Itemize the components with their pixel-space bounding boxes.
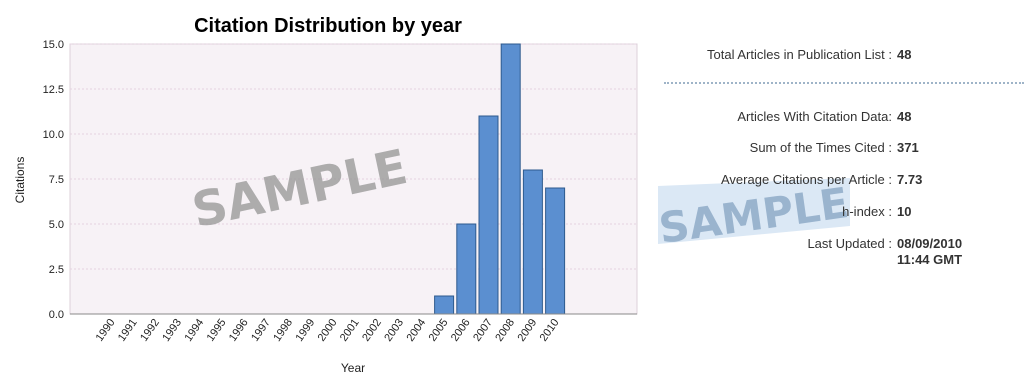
y-tick-label: 0.0 [49,309,64,321]
last-updated-time: 11:44 GMT [897,252,963,267]
bar-2008 [500,43,521,315]
x-tick-label: 1999 [293,317,317,344]
x-tick-label: 2008 [493,317,517,344]
x-tick-label: 1995 [205,317,229,344]
x-tick-label: 2001 [338,317,362,344]
x-tick-label: 2010 [538,317,562,344]
x-tick-label: 1992 [138,317,162,344]
x-tick-label: 2009 [515,317,539,344]
y-tick-label: 5.0 [49,219,64,231]
last-updated-label: Last Updated : [807,236,892,251]
last-updated-date: 08/09/2010 [897,236,963,251]
x-tick-label: 2000 [316,317,340,344]
sum-times-cited-label: Sum of the Times Cited : [749,140,892,155]
y-tick-label: 12.5 [43,84,64,96]
sum-times-cited-value: 371 [897,140,919,155]
x-axis-ticks: 1990199119921993199419951996199719981999… [94,317,562,344]
x-tick-label: 2002 [360,317,384,344]
sample-watermark-stats: SAMPLE [656,178,852,248]
bar-2006 [456,223,477,315]
average-citations-label: Average Citations per Article : [720,172,892,187]
articles-with-citation-data-label: Articles With Citation Data: [737,109,892,124]
y-tick-label: 2.5 [49,264,64,276]
bar-2005 [434,295,455,315]
bar-2010 [545,187,566,315]
bar-2009 [522,169,543,315]
chart-title: Citation Distribution by year [194,15,462,37]
average-citations-value: 7.73 [897,172,923,187]
x-tick-label: 1991 [116,317,140,344]
citation-report-stats: Total Articles in Publication List : 48 … [650,0,1024,377]
dotted-divider [664,82,1024,84]
x-tick-label: 1998 [271,317,295,344]
y-axis-label: Citations [13,157,27,204]
last-updated-value: 08/09/2010 11:44 GMT [897,236,962,268]
y-tick-label: 7.5 [49,174,64,186]
y-tick-label: 15.0 [43,39,64,51]
y-tick-label: 10.0 [43,129,64,141]
y-axis-ticks: 0.0 2.5 5.0 7.5 10.0 12.5 15.0 [43,39,64,321]
x-axis-label: Year [341,361,365,375]
citation-chart: Citation Distribution by year 0.0 2.5 5.0 7… [13,15,638,375]
articles-with-citation-data-value: 48 [897,109,912,124]
x-tick-label: 1993 [160,317,184,344]
bar-2007 [478,115,499,315]
x-tick-label: 1997 [249,317,273,344]
total-articles-label: Total Articles in Publication List : [707,47,892,62]
h-index-value: 10 [897,204,912,219]
x-tick-label: 1994 [182,317,206,344]
x-tick-label: 2004 [404,317,428,344]
x-tick-label: 2006 [449,317,473,344]
x-tick-label: 2007 [471,317,495,344]
h-index-label: h-index : [842,204,892,219]
x-tick-label: 2003 [382,317,406,344]
total-articles-value: 48 [897,47,912,62]
x-tick-label: 2005 [427,317,451,344]
x-tick-label: 1990 [94,317,118,344]
x-tick-label: 1996 [227,317,251,344]
